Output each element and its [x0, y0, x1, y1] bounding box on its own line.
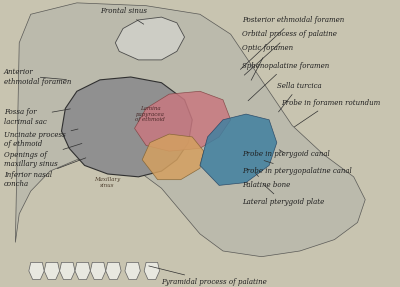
Text: Openings of
maxillary sinus: Openings of maxillary sinus — [4, 144, 82, 168]
Text: Inferior nasal
concha: Inferior nasal concha — [4, 158, 86, 188]
Polygon shape — [44, 262, 60, 280]
Text: Lamina
papyracea
of ethmoid: Lamina papyracea of ethmoid — [135, 106, 165, 122]
Polygon shape — [106, 262, 121, 280]
Text: Probe in foramen rotundum: Probe in foramen rotundum — [281, 99, 380, 127]
Text: Optic foramen: Optic foramen — [242, 44, 293, 80]
Text: Probe in pterygoid canal: Probe in pterygoid canal — [242, 150, 330, 158]
Text: Probe in pterygopalatine canal: Probe in pterygopalatine canal — [242, 160, 352, 175]
Text: Sphenopalatine foramen: Sphenopalatine foramen — [242, 62, 330, 101]
Polygon shape — [200, 114, 277, 185]
Polygon shape — [62, 77, 192, 177]
Polygon shape — [15, 3, 365, 257]
Text: Orbital process of palatine: Orbital process of palatine — [242, 30, 337, 75]
Polygon shape — [29, 262, 44, 280]
Polygon shape — [75, 262, 90, 280]
Text: Fossa for
lacrimal sac: Fossa for lacrimal sac — [4, 108, 70, 125]
Polygon shape — [134, 91, 231, 151]
Polygon shape — [90, 262, 106, 280]
Text: Anterior
ethmoidal foramen: Anterior ethmoidal foramen — [4, 68, 71, 86]
Polygon shape — [144, 262, 160, 280]
Text: Maxillary
sinus: Maxillary sinus — [94, 177, 121, 188]
Text: Sella turcica: Sella turcica — [277, 82, 322, 112]
Text: Pyramidal process of palatine: Pyramidal process of palatine — [149, 266, 267, 286]
Text: Uncinate process
of ethmoid: Uncinate process of ethmoid — [4, 129, 78, 148]
Text: Frontal sinus: Frontal sinus — [100, 7, 147, 24]
Text: Posterior ethmoidal foramen: Posterior ethmoidal foramen — [240, 16, 344, 69]
Polygon shape — [125, 262, 140, 280]
Text: Lateral pterygoid plate: Lateral pterygoid plate — [242, 185, 324, 207]
Text: Palatine bone: Palatine bone — [242, 173, 290, 189]
Polygon shape — [142, 134, 204, 180]
Polygon shape — [115, 17, 184, 60]
Polygon shape — [60, 262, 75, 280]
